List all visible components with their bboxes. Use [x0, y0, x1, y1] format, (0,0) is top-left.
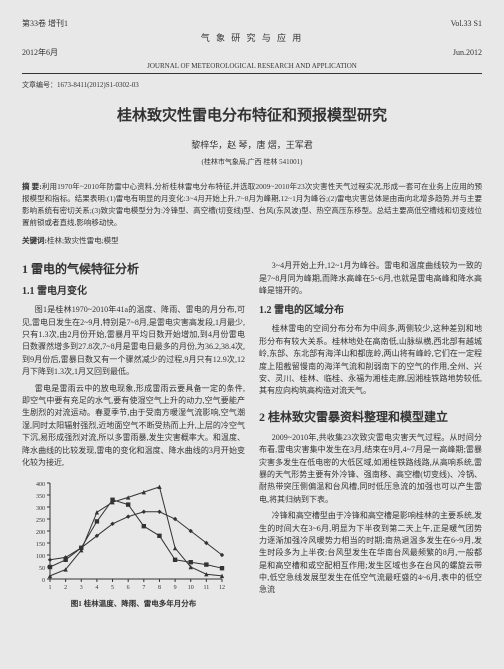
svg-text:0: 0 — [42, 578, 45, 584]
svg-text:10: 10 — [188, 585, 194, 591]
svg-text:7: 7 — [142, 585, 145, 591]
figure-1-caption: 图1 桂林温度、降雨、雷电多年月分布 — [22, 598, 245, 609]
svg-text:300: 300 — [36, 506, 45, 512]
svg-text:6: 6 — [127, 585, 130, 591]
journal-cn: 气 象 研 究 与 应 用 — [22, 32, 482, 46]
left-column: 1 雷电的气候特征分析 1.1 雷电月变化 图1是桂林1970~2010年41a… — [22, 260, 245, 609]
affiliation: (桂林市气象局,广西 桂林 541001) — [22, 157, 482, 168]
keywords-label: 关键词: — [22, 236, 47, 245]
svg-text:12: 12 — [219, 585, 225, 591]
vol-en: Vol.33 S1 — [451, 18, 482, 30]
article-id: 文章编号：1673-8411(2012)S1-0302-03 — [22, 80, 482, 91]
paragraph: 3~4月开始上升,12~1月为峰谷。雷电和温度曲线较为一致的是7~8月同为峰期,… — [259, 260, 482, 297]
paragraph: 雷电是雷雨云中的放电现象,形成雷雨云要具备一定的条件,即空气中要有充足的水气,要… — [22, 383, 245, 470]
authors: 黎梓华，赵 琴，唐 熠，王军君 — [22, 139, 482, 153]
keywords-text: 桂林;致灾性雷电;模型 — [47, 236, 119, 245]
paragraph: 冷锋和高空槽型由于冷锋和高空槽是影响桂林的主要系统,发生的时间大在3~6月,明显… — [259, 510, 482, 597]
svg-text:150: 150 — [36, 542, 45, 548]
paragraph: 桂林雷电的空间分布分布为中间多,两侧较少,这种差别和地形分布有较大关系。桂林地处… — [259, 323, 482, 397]
svg-text:5: 5 — [111, 585, 114, 591]
chart-svg: 050100150200250300350400123456789101112 — [22, 475, 232, 595]
paragraph: 图1是桂林1970~2010年41a的温度、降雨、雷电的月分布,可见,雷电日发生… — [22, 304, 245, 378]
svg-text:50: 50 — [39, 566, 45, 572]
date-cn: 2012年6月 — [22, 47, 58, 59]
section-1-2-heading: 1.2 雷电的区域分布 — [259, 303, 482, 318]
figure-1: 050100150200250300350400123456789101112 … — [22, 475, 245, 609]
header-rule — [22, 73, 482, 74]
svg-text:3: 3 — [80, 585, 83, 591]
date-en: Jun.2012 — [453, 47, 482, 59]
journal-en: JOURNAL OF METEOROLOGICAL RESEARCH AND A… — [22, 61, 482, 72]
section-1-heading: 1 雷电的气候特征分析 — [22, 260, 245, 278]
svg-text:250: 250 — [36, 518, 45, 524]
paper-title: 桂林致灾性雷电分布特征和预报模型研究 — [22, 105, 482, 128]
svg-text:100: 100 — [36, 554, 45, 560]
svg-text:350: 350 — [36, 494, 45, 500]
paragraph: 2009~2010年,共收集23次致灾雷电灾害天气过程。从时间分布看,雷电灾害集… — [259, 432, 482, 506]
right-column: 3~4月开始上升,12~1月为峰谷。雷电和温度曲线较为一致的是7~8月同为峰期,… — [259, 260, 482, 609]
svg-text:11: 11 — [203, 585, 209, 591]
svg-text:8: 8 — [158, 585, 161, 591]
svg-text:1: 1 — [49, 585, 52, 591]
svg-text:200: 200 — [36, 530, 45, 536]
svg-text:4: 4 — [95, 585, 98, 591]
abstract-text: 利用1970年~2010年防雷中心资料,分析桂林雷电分布特征,并选取2009~2… — [22, 182, 482, 227]
vol-issue: 第33卷 增刊1 — [22, 18, 68, 30]
section-2-heading: 2 桂林致灾雷暴资料整理和模型建立 — [259, 408, 482, 426]
svg-text:2: 2 — [64, 585, 67, 591]
svg-text:400: 400 — [36, 482, 45, 488]
svg-text:9: 9 — [174, 585, 177, 591]
abstract-label: 摘 要: — [22, 182, 42, 191]
section-1-1-heading: 1.1 雷电月变化 — [22, 284, 245, 299]
abstract: 摘 要:利用1970年~2010年防雷中心资料,分析桂林雷电分布特征,并选取20… — [22, 181, 482, 229]
keywords: 关键词:桂林;致灾性雷电;模型 — [22, 235, 482, 246]
